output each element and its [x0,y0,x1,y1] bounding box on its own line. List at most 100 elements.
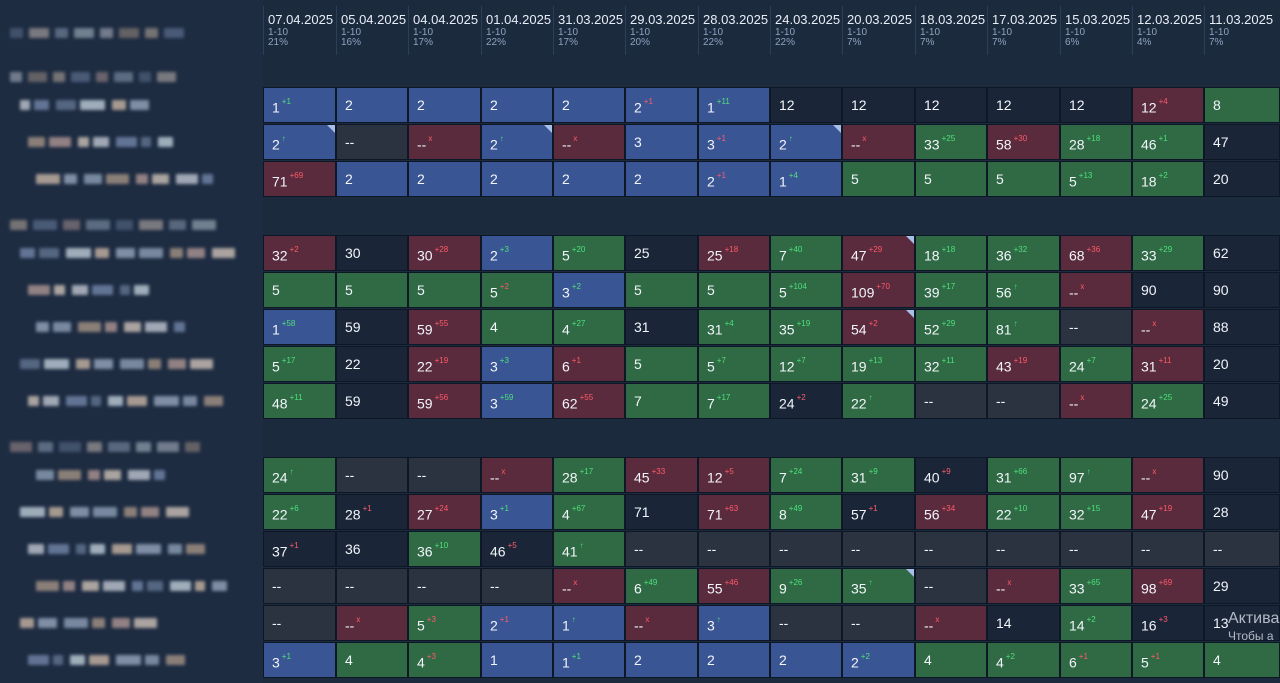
position-cell[interactable]: -- x [1132,309,1204,345]
position-cell[interactable]: 3 +1 [481,494,553,530]
position-cell[interactable]: 7 [625,383,698,419]
position-cell[interactable]: 5 [625,346,698,382]
date-column-header[interactable]: 07.04.2025 1-10 21% [263,6,336,55]
date-column-header[interactable]: 17.03.2025 1-10 7% [987,6,1060,55]
date-column-header[interactable]: 28.03.2025 1-10 22% [698,6,770,55]
position-cell[interactable]: -- x [1132,457,1204,493]
position-cell[interactable]: 32 +2 [263,235,336,271]
position-cell[interactable]: 1 +1 [263,87,336,123]
position-cell[interactable]: 2 [336,161,408,197]
position-cell[interactable]: 36 +32 [987,235,1060,271]
position-cell[interactable]: 24 +25 [1132,383,1204,419]
position-cell[interactable]: 16 +3 [1132,605,1204,641]
position-cell[interactable]: 4 +3 [408,642,481,678]
position-cell[interactable]: 22 +10 [987,494,1060,530]
position-cell[interactable]: 3 +2 [553,272,625,308]
position-cell[interactable]: 12 [1060,87,1132,123]
position-cell[interactable]: 20 [1204,346,1280,382]
position-cell[interactable]: 6 +49 [625,568,698,604]
position-cell[interactable]: 57 +1 [842,494,915,530]
position-cell[interactable]: 3 +3 [481,346,553,382]
date-column-header[interactable]: 01.04.2025 1-10 22% [481,6,553,55]
position-cell[interactable]: 28 +1 [336,494,408,530]
position-cell[interactable]: 31 +9 [842,457,915,493]
position-cell[interactable]: 39 +17 [915,272,987,308]
position-cell[interactable]: 40 +9 [915,457,987,493]
position-cell[interactable]: -- [336,124,408,160]
position-cell[interactable]: -- [698,531,770,567]
position-cell[interactable]: 71 +63 [698,494,770,530]
position-cell[interactable]: 5 [336,272,408,308]
position-cell[interactable]: -- x [625,605,698,641]
position-cell[interactable]: 5 [987,161,1060,197]
position-cell[interactable]: 2 [408,161,481,197]
position-cell[interactable]: 98 +69 [1132,568,1204,604]
position-cell[interactable]: -- x [553,124,625,160]
position-cell[interactable]: 2 [408,87,481,123]
date-column-header[interactable]: 31.03.2025 1-10 17% [553,6,625,55]
position-cell[interactable]: 4 [915,642,987,678]
position-cell[interactable]: 109 +70 [842,272,915,308]
position-cell[interactable]: 3 [625,124,698,160]
position-cell[interactable]: 14 [987,605,1060,641]
position-cell[interactable]: 81 ↑ [987,309,1060,345]
position-cell[interactable]: 71 [625,494,698,530]
position-cell[interactable]: -- [915,383,987,419]
position-cell[interactable]: -- [336,457,408,493]
position-cell[interactable]: 12 [987,87,1060,123]
position-cell[interactable]: 62 [1204,235,1280,271]
position-cell[interactable]: 5 [625,272,698,308]
position-cell[interactable]: 35 +19 [770,309,842,345]
position-cell[interactable]: 8 +49 [770,494,842,530]
position-cell[interactable]: 59 +55 [408,309,481,345]
position-cell[interactable]: 1 +4 [770,161,842,197]
position-cell[interactable]: -- x [915,605,987,641]
position-cell[interactable]: 62 +55 [553,383,625,419]
position-cell[interactable]: -- x [1060,272,1132,308]
position-cell[interactable]: -- [842,605,915,641]
position-cell[interactable]: -- [263,605,336,641]
position-cell[interactable]: 25 +18 [698,235,770,271]
position-cell[interactable]: -- [915,531,987,567]
position-cell[interactable]: 28 +18 [1060,124,1132,160]
position-cell[interactable]: 90 [1204,272,1280,308]
position-cell[interactable]: -- [987,531,1060,567]
position-cell[interactable]: 30 [336,235,408,271]
position-cell[interactable]: 4 +67 [553,494,625,530]
position-cell[interactable]: 56 ↑ [987,272,1060,308]
position-cell[interactable]: 1 [481,642,553,678]
position-cell[interactable]: 12 [915,87,987,123]
position-cell[interactable]: 46 +5 [481,531,553,567]
position-cell[interactable]: 5 +104 [770,272,842,308]
position-cell[interactable]: 6 +1 [1060,642,1132,678]
position-cell[interactable]: 22 +19 [408,346,481,382]
position-cell[interactable]: 7 +17 [698,383,770,419]
position-cell[interactable]: 4 [481,309,553,345]
position-cell[interactable]: 90 [1132,272,1204,308]
position-cell[interactable]: -- [1132,531,1204,567]
position-cell[interactable]: -- [408,568,481,604]
position-cell[interactable]: -- [842,531,915,567]
position-cell[interactable]: 12 +7 [770,346,842,382]
position-cell[interactable]: 12 [842,87,915,123]
date-column-header[interactable]: 11.03.2025 1-10 7% [1204,6,1280,55]
position-cell[interactable]: 56 +34 [915,494,987,530]
position-cell[interactable]: 12 [770,87,842,123]
position-cell[interactable]: 35 ↑ [842,568,915,604]
position-cell[interactable]: 18 +18 [915,235,987,271]
position-cell[interactable]: 5 +2 [481,272,553,308]
position-cell[interactable]: 5 +17 [263,346,336,382]
position-cell[interactable]: 32 +15 [1060,494,1132,530]
position-cell[interactable]: 2 +3 [481,235,553,271]
position-cell[interactable]: 5 +20 [553,235,625,271]
position-cell[interactable]: -- [625,531,698,567]
position-cell[interactable]: 97 ↑ [1060,457,1132,493]
position-cell[interactable]: 18 +2 [1132,161,1204,197]
position-cell[interactable]: 1 +58 [263,309,336,345]
position-cell[interactable]: 3 ↑ [698,605,770,641]
position-cell[interactable]: 2 [698,642,770,678]
position-cell[interactable]: 33 +29 [1132,235,1204,271]
position-cell[interactable]: -- [263,568,336,604]
position-cell[interactable]: -- x [481,457,553,493]
position-cell[interactable]: 2 [553,87,625,123]
